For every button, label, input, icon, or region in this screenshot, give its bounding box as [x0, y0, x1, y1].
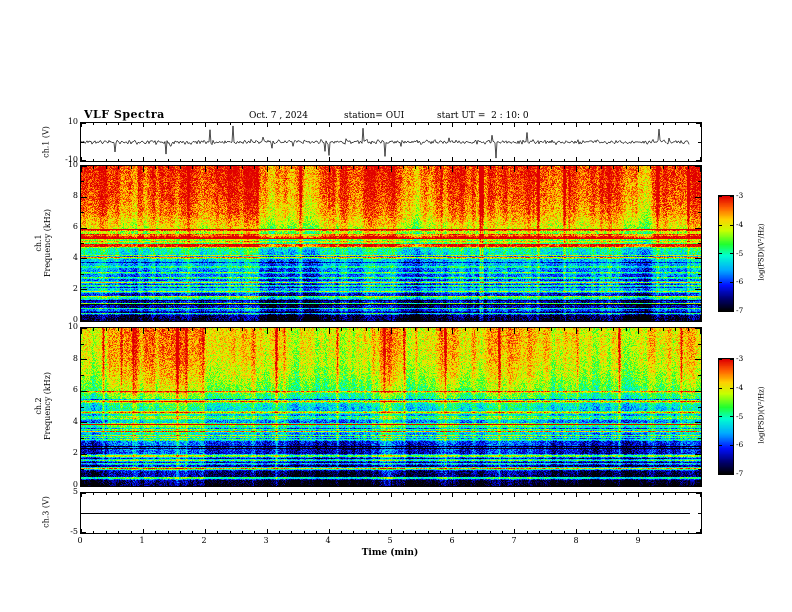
y-tick-label: 10 [67, 322, 78, 331]
y-tick-label: 0 [72, 480, 78, 489]
x-tick-label: 4 [325, 536, 331, 545]
ch3-waveform-canvas [80, 492, 702, 534]
y-tick-label: 4 [72, 253, 78, 262]
y-tick-label: 8 [72, 191, 78, 200]
x-tick-label: 3 [263, 536, 269, 545]
ch1-spectrogram-canvas [80, 165, 702, 322]
colorbar-tick-label: -5 [736, 249, 744, 258]
figure-date: Oct. 7 , 2024 [249, 111, 308, 121]
colorbar-tick-label: -7 [736, 469, 744, 478]
colorbar-ch1 [718, 195, 734, 312]
x-tick-label: 5 [387, 536, 393, 545]
x-tick-label: 8 [573, 536, 579, 545]
ch1-waveform-canvas [80, 122, 702, 162]
colorbar-tick-label: -5 [736, 412, 744, 421]
colorbar-ch2 [718, 358, 734, 475]
y-tick-label: 8 [72, 354, 78, 363]
colorbar-tick-label: -7 [736, 306, 744, 315]
y-tick-label: 0 [72, 315, 78, 324]
ch2-spectrogram-canvas [80, 327, 702, 487]
x-tick-label: 7 [511, 536, 517, 545]
x-tick-label: 1 [139, 536, 145, 545]
y-tick-label: 2 [72, 448, 78, 457]
x-tick-label: 9 [635, 536, 641, 545]
y-tick-label: 6 [72, 222, 78, 231]
start-ut-label: start UT = 2 : 10: 0 [437, 111, 529, 121]
x-tick-label: 0 [77, 536, 83, 545]
y-tick-label: 5 [72, 487, 78, 496]
y-tick-label: 4 [72, 417, 78, 426]
colorbar-tick-label: -4 [736, 220, 744, 229]
y-tick-label: 6 [72, 385, 78, 394]
colorbar-tick-label: -4 [736, 383, 744, 392]
colorbar-tick-label: -6 [736, 277, 744, 286]
station-label: station= OUI [344, 111, 405, 121]
y-tick-label: -5 [70, 527, 78, 536]
y-tick-label: -10 [65, 155, 78, 164]
x-tick-label: 2 [201, 536, 207, 545]
y-tick-label: 2 [72, 284, 78, 293]
x-tick-label: 6 [449, 536, 455, 545]
time-axis-label: Time (min) [361, 548, 419, 558]
colorbar-tick-label: -3 [736, 191, 744, 200]
figure-title: VLF Spectra [84, 108, 165, 121]
y-tick-label: 10 [67, 160, 78, 169]
colorbar-tick-label: -3 [736, 354, 744, 363]
y-tick-label: 10 [67, 117, 78, 126]
colorbar-tick-label: -6 [736, 440, 744, 449]
